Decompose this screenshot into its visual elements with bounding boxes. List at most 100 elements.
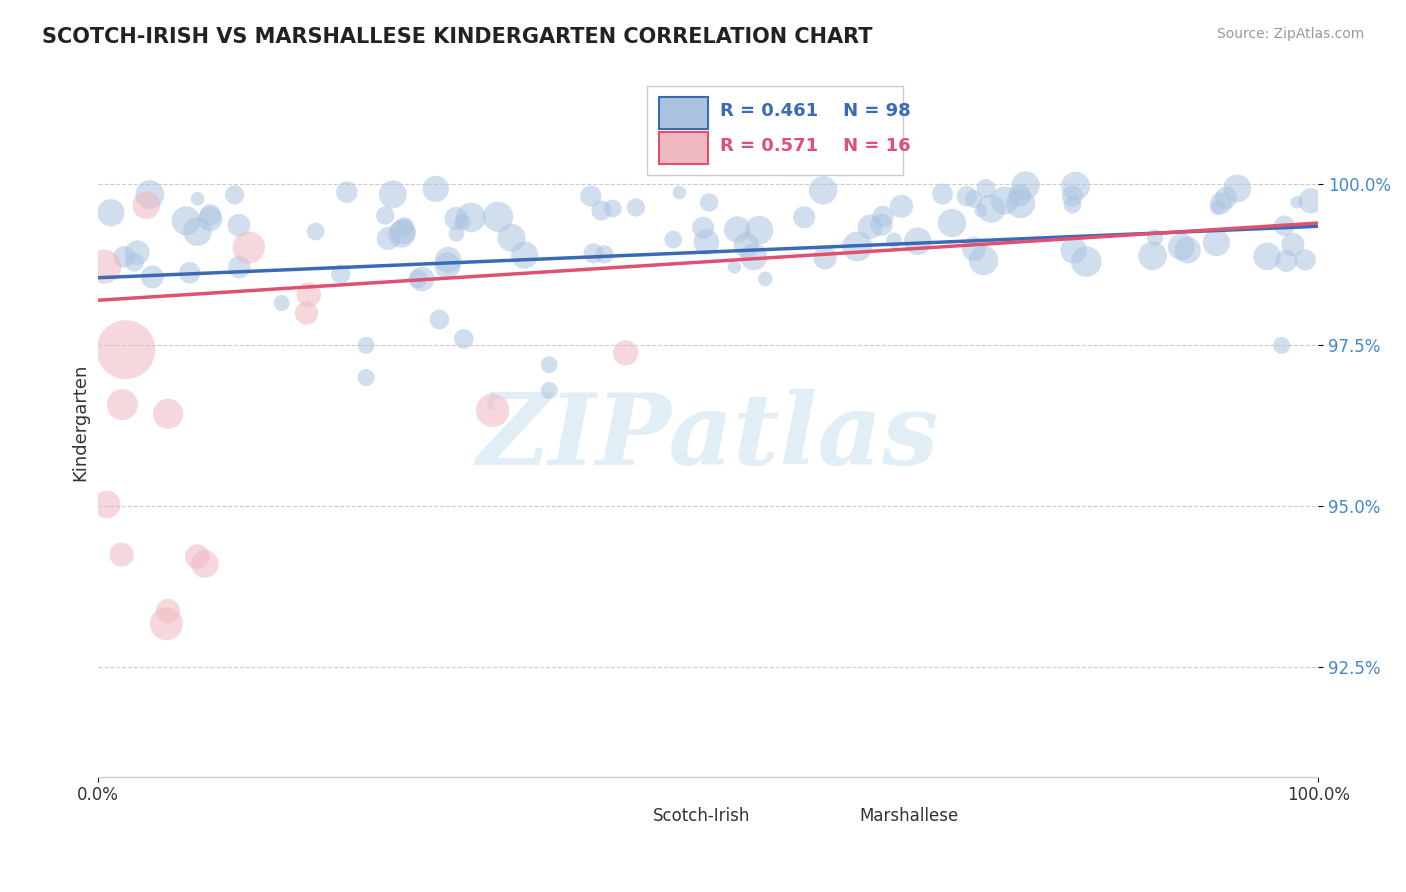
Point bbox=[513, 248, 536, 262]
Point bbox=[538, 358, 561, 372]
Point bbox=[1062, 189, 1084, 203]
Point bbox=[1209, 196, 1232, 211]
Point bbox=[1014, 178, 1036, 193]
Text: ZIPatlas: ZIPatlas bbox=[477, 389, 939, 485]
Text: Source: ZipAtlas.com: Source: ZipAtlas.com bbox=[1216, 27, 1364, 41]
Point bbox=[135, 198, 157, 212]
Point bbox=[198, 211, 221, 226]
Text: R = 0.571    N = 16: R = 0.571 N = 16 bbox=[720, 137, 911, 155]
Point bbox=[668, 186, 690, 200]
Point bbox=[1274, 219, 1296, 233]
Point bbox=[591, 203, 613, 218]
Point bbox=[859, 219, 882, 234]
Point bbox=[115, 343, 138, 357]
Point bbox=[460, 211, 482, 225]
Point bbox=[228, 218, 250, 232]
Point bbox=[980, 202, 1002, 216]
Point bbox=[391, 227, 413, 241]
Text: Scotch-Irish: Scotch-Irish bbox=[652, 806, 751, 824]
Point bbox=[186, 192, 208, 206]
Point bbox=[602, 202, 624, 216]
Point bbox=[1285, 195, 1308, 210]
Point bbox=[336, 185, 359, 199]
Point bbox=[1271, 338, 1294, 352]
Point bbox=[1063, 244, 1085, 258]
Point bbox=[451, 215, 474, 229]
Point bbox=[486, 210, 509, 224]
Point bbox=[446, 227, 468, 241]
Point bbox=[111, 398, 134, 412]
Point bbox=[963, 242, 986, 256]
Point bbox=[1143, 230, 1166, 244]
Point bbox=[963, 192, 986, 206]
Point bbox=[624, 201, 647, 215]
Point bbox=[814, 251, 837, 265]
Point bbox=[1008, 188, 1031, 202]
Text: R = 0.461    N = 98: R = 0.461 N = 98 bbox=[720, 102, 911, 120]
Point bbox=[270, 296, 292, 310]
Point bbox=[111, 548, 134, 562]
Point bbox=[186, 225, 208, 239]
Point bbox=[155, 616, 177, 631]
Point bbox=[582, 246, 605, 260]
Point bbox=[157, 407, 180, 421]
Point bbox=[406, 272, 429, 286]
Point bbox=[1294, 252, 1316, 267]
Point bbox=[1282, 237, 1305, 252]
Point bbox=[883, 233, 905, 247]
FancyBboxPatch shape bbox=[598, 805, 641, 826]
Point bbox=[411, 272, 433, 286]
FancyBboxPatch shape bbox=[647, 87, 903, 175]
Point bbox=[298, 287, 321, 301]
Point bbox=[1206, 201, 1229, 215]
Point bbox=[1275, 253, 1298, 268]
Point bbox=[725, 222, 748, 236]
Point bbox=[374, 209, 396, 223]
Point bbox=[1205, 235, 1227, 250]
Y-axis label: Kindergarten: Kindergarten bbox=[72, 364, 89, 482]
Point bbox=[381, 187, 404, 202]
Point bbox=[354, 338, 377, 352]
Point bbox=[941, 216, 963, 230]
Point bbox=[735, 238, 758, 252]
Point bbox=[127, 245, 149, 260]
Point bbox=[970, 203, 993, 218]
Point bbox=[697, 195, 720, 210]
Point bbox=[974, 181, 997, 195]
Point bbox=[228, 260, 250, 275]
Point bbox=[93, 260, 115, 274]
Point bbox=[1010, 196, 1032, 211]
Point bbox=[329, 267, 352, 281]
Point bbox=[956, 189, 979, 203]
Point bbox=[614, 346, 637, 360]
Point bbox=[723, 260, 745, 274]
Point bbox=[453, 332, 475, 346]
Point bbox=[392, 225, 415, 239]
Point bbox=[200, 208, 222, 222]
Point bbox=[742, 250, 765, 264]
Point bbox=[139, 187, 162, 202]
Point bbox=[890, 199, 912, 213]
Point bbox=[538, 384, 561, 398]
FancyBboxPatch shape bbox=[659, 97, 709, 128]
Point bbox=[811, 183, 834, 197]
Point bbox=[295, 306, 318, 320]
Point bbox=[931, 187, 953, 202]
Point bbox=[1170, 240, 1192, 254]
Point bbox=[1215, 191, 1237, 205]
FancyBboxPatch shape bbox=[659, 132, 709, 164]
Point bbox=[662, 232, 685, 246]
Point bbox=[112, 250, 135, 264]
Point bbox=[224, 187, 246, 202]
Point bbox=[124, 255, 146, 269]
Point bbox=[444, 211, 467, 226]
Point bbox=[1076, 254, 1098, 268]
Point bbox=[972, 253, 994, 268]
Point bbox=[501, 231, 523, 245]
Point bbox=[872, 210, 894, 224]
Point bbox=[1299, 194, 1322, 208]
Point bbox=[156, 604, 179, 618]
Point bbox=[437, 252, 460, 267]
Point bbox=[481, 403, 503, 417]
Point bbox=[194, 557, 217, 571]
